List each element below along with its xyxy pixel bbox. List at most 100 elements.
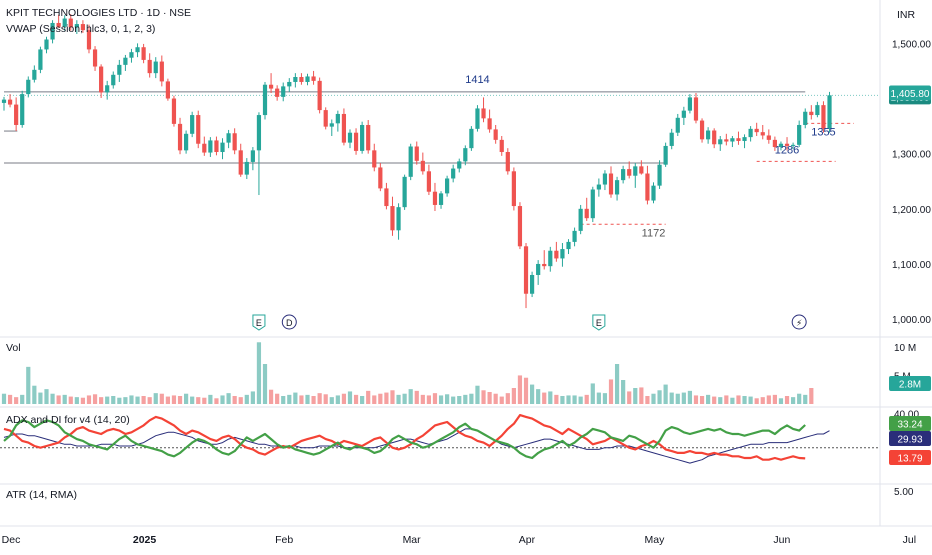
volume-bar (184, 393, 189, 404)
candle (493, 124, 498, 144)
vwap-indicator-label[interactable]: VWAP (Session, hlc3, 0, 1, 2, 3) (6, 23, 156, 35)
volume-bar (621, 380, 626, 404)
candle-body (469, 128, 474, 149)
volume-bar (523, 377, 529, 404)
volume-bar (208, 394, 213, 404)
atr-pane-label[interactable]: ATR (14, RMA) (6, 489, 77, 501)
volume-bar (56, 395, 61, 404)
di-plus-line (3, 419, 806, 460)
volume-bar (153, 393, 158, 404)
candle-body (621, 169, 626, 181)
event-markers: E D E ⚡ (252, 314, 807, 331)
di-minus-badge-text: 13.79 (897, 454, 922, 465)
volume-bar (360, 396, 365, 404)
candle-body (190, 115, 195, 134)
candle-body (584, 208, 589, 219)
candle-body (669, 132, 674, 146)
volume-badge-text: 2.8M (899, 380, 921, 391)
volume-bar (578, 396, 583, 404)
volume-bar (123, 397, 128, 404)
candle (772, 136, 777, 151)
candle (475, 105, 480, 132)
volume-bar (62, 394, 67, 404)
price-annotation-1172: 1172 (642, 227, 666, 239)
volume-bar (74, 397, 79, 404)
volume-bar (548, 391, 553, 404)
candle (372, 143, 377, 172)
candle-body (542, 263, 547, 267)
volume-badge: 2.8M (889, 376, 931, 391)
candle-body (432, 191, 438, 205)
candle (803, 108, 808, 129)
candle (268, 73, 274, 93)
candle (578, 204, 583, 235)
volume-bar (220, 395, 225, 404)
candle-body (572, 230, 577, 242)
candle-body (529, 274, 535, 294)
candle-body (177, 123, 183, 151)
volume-bar (499, 396, 504, 404)
event-marker-0: E (252, 314, 266, 331)
time-tick-label: May (644, 534, 665, 546)
candle-body (633, 166, 638, 176)
candle (366, 120, 371, 154)
candle-body (293, 77, 298, 82)
price-annotation-1355: 1355 (811, 126, 835, 138)
candle-body (347, 132, 353, 143)
candle (129, 48, 134, 63)
candle (20, 90, 25, 128)
candle (645, 165, 650, 205)
volume-bar (68, 396, 73, 404)
volume-bar (687, 390, 693, 404)
candle (730, 136, 735, 148)
event-marker-shape (791, 314, 807, 330)
volume-bar (396, 394, 401, 404)
volume-bar (26, 366, 31, 404)
volume-bar (329, 397, 334, 404)
candle (287, 78, 292, 92)
volume-bar (760, 397, 765, 404)
candle (135, 43, 140, 58)
adx-pane-label[interactable]: ADX and DI for v4 (14, 20) (6, 414, 130, 426)
grid-layer (0, 0, 932, 527)
candle (602, 170, 608, 191)
candle-body (548, 250, 553, 267)
event-marker-label: E (256, 318, 262, 328)
candle-body (396, 207, 401, 231)
candle-body (736, 138, 741, 141)
annotation-layer: 1414 1355 1286 1172 (465, 74, 835, 239)
symbol-title[interactable]: KPIT TECHNOLOGIES LTD · 1D · NSE (6, 7, 191, 19)
candle (256, 112, 262, 196)
candle (572, 227, 577, 247)
volume-bar (554, 394, 559, 404)
time-tick-label: Feb (275, 534, 293, 546)
volume-pane-label[interactable]: Vol (6, 342, 21, 354)
volume-badge-bg (889, 376, 931, 391)
volume-bar (742, 396, 747, 404)
candle-body (366, 124, 371, 151)
candle (111, 71, 116, 89)
candle-body (275, 88, 280, 97)
volume-bar (177, 396, 183, 404)
candle-body (1, 99, 7, 103)
candle (827, 91, 832, 133)
candle-body (797, 124, 802, 145)
candle (165, 78, 170, 101)
candle-body (451, 168, 456, 179)
candle (505, 148, 510, 175)
volume-bar (457, 396, 462, 404)
candle-body (141, 47, 146, 60)
volume-bar (347, 391, 353, 404)
volume-bar (608, 379, 614, 404)
candle-body (38, 49, 43, 70)
volume-bar (560, 396, 565, 404)
candle-body (724, 139, 729, 142)
candle (529, 271, 535, 298)
candle (614, 176, 620, 201)
candle-body (147, 59, 152, 74)
time-axis[interactable]: Dec 2025 Feb Mar Apr May Jun Jul (2, 534, 916, 546)
candle-body (372, 150, 377, 168)
candle (141, 43, 146, 64)
